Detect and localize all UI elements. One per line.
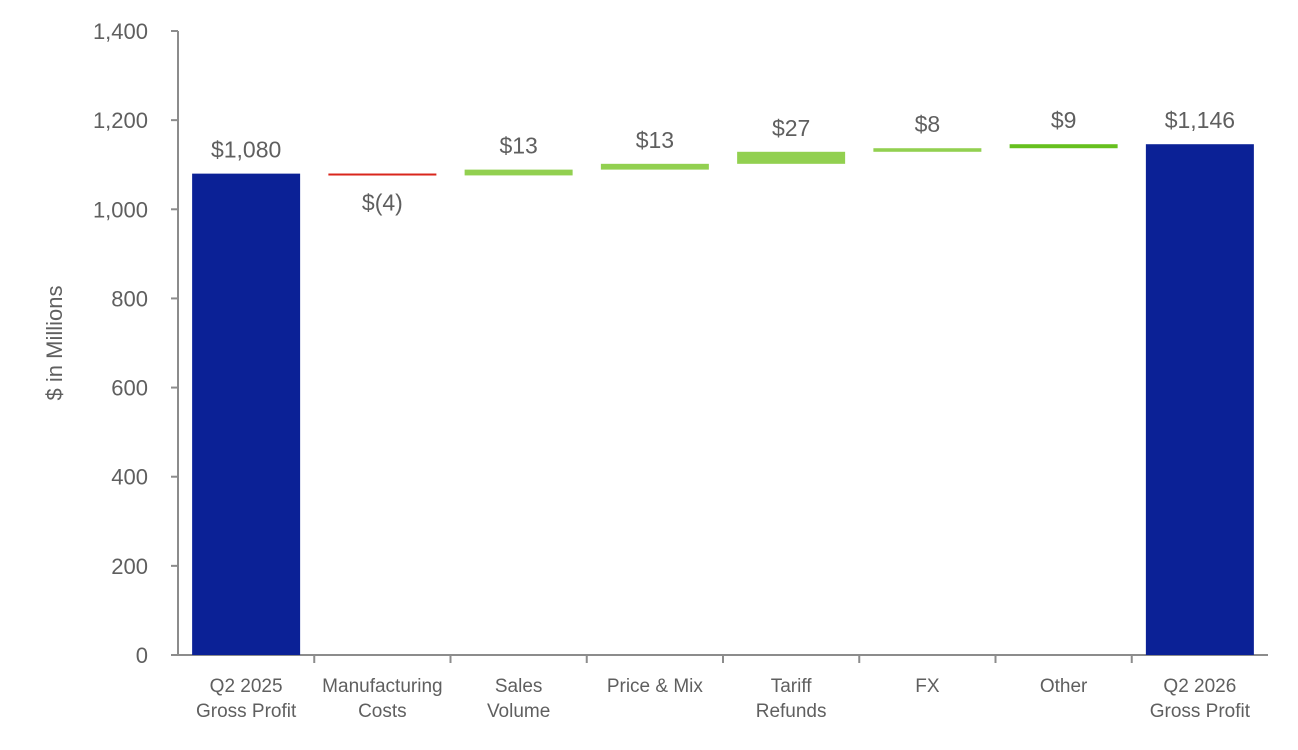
data-labels: $1,080 $(4) $13 $13 $27 $8 $9 $1,146 <box>211 107 1235 215</box>
data-label: $1,146 <box>1165 107 1235 133</box>
y-axis-title: $ in Millions <box>42 286 67 401</box>
category-label: FX <box>915 676 940 697</box>
data-label: $13 <box>636 127 674 153</box>
category-label: Other <box>1040 676 1088 697</box>
y-tick-label: 1,200 <box>93 108 148 133</box>
y-tick-label: 1,400 <box>93 19 148 44</box>
y-tick-label: 600 <box>111 376 148 401</box>
category-label: Sales Volume <box>487 676 550 722</box>
bar-tariff-refunds <box>737 151 846 164</box>
y-axis: 0 200 400 600 800 1,000 1,200 1,400 <box>93 19 179 668</box>
bar-manufacturing-costs <box>328 173 437 176</box>
y-tick-label: 0 <box>136 643 148 668</box>
x-axis: Q2 2025 Gross Profit Manufacturing Costs Sal… <box>178 654 1268 722</box>
bar-sales-volume <box>464 169 573 176</box>
data-label: $1,080 <box>211 137 281 163</box>
category-label: Q2 2025 Gross Profit <box>196 676 297 722</box>
bar-q2-2026-gross-profit <box>1145 144 1254 655</box>
data-label: $27 <box>772 115 810 141</box>
category-label: Tariff Refunds <box>756 676 827 722</box>
data-label: $8 <box>915 111 941 137</box>
y-tick-label: 800 <box>111 286 148 311</box>
category-label: Price & Mix <box>607 676 704 697</box>
bar-price-mix <box>600 163 709 170</box>
data-label: $13 <box>499 133 537 159</box>
bar-other <box>1009 144 1118 149</box>
y-tick-label: 200 <box>111 554 148 579</box>
y-tick-label: 400 <box>111 465 148 490</box>
y-tick-label: 1,000 <box>93 197 148 222</box>
bar-q2-2025-gross-profit <box>192 173 301 655</box>
data-label: $9 <box>1051 107 1077 133</box>
category-label: Q2 2026 Gross Profit <box>1150 676 1251 722</box>
bars <box>192 144 1254 655</box>
category-label: Manufacturing Costs <box>322 676 442 722</box>
data-label: $(4) <box>362 189 403 215</box>
bar-fx <box>873 148 982 152</box>
